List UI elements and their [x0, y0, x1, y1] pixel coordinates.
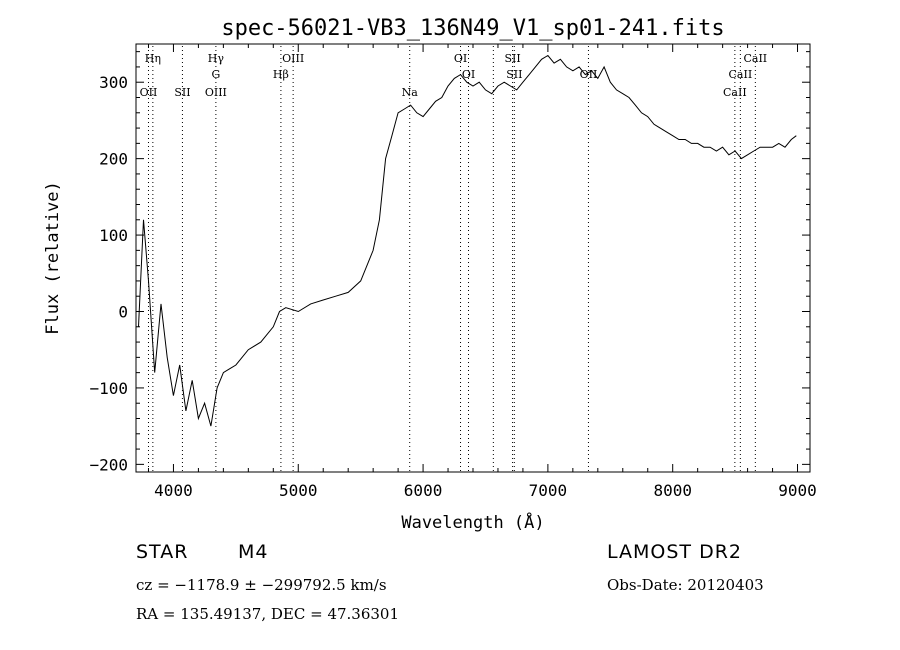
coordinates: RA = 135.49137, DEC = 47.36301: [136, 605, 400, 623]
line-label: OIII: [282, 52, 304, 65]
line-label: CaII: [743, 52, 767, 65]
reference-lines: Hη OII SII Hγ G OIII Hβ OIII Na OI OI SII SII OII CaII…: [140, 46, 767, 472]
line-label: SII: [506, 68, 522, 81]
line-label: CaII: [729, 68, 753, 81]
line-label: Na: [402, 86, 419, 99]
y-tick-label: 100: [99, 226, 128, 245]
plot-frame: [135, 43, 811, 473]
line-label: OI: [462, 68, 475, 81]
x-axis: 4000 5000 6000 7000 8000 9000: [147, 44, 817, 500]
x-tick-label: 9000: [778, 481, 817, 500]
line-label: SII: [174, 86, 190, 99]
y-tick-label: 0: [118, 303, 128, 322]
line-label: G: [211, 68, 220, 81]
x-axis-label: Wavelength (Å): [401, 511, 544, 533]
line-label: OII: [580, 68, 598, 81]
redshift-line: cz = −1178.9 ± −299792.5 km/s: [136, 576, 387, 594]
line-label: Hγ: [208, 52, 225, 65]
line-label: Hη: [145, 52, 161, 65]
object-class: STAR: [136, 541, 189, 563]
survey-name: LAMOST DR2: [607, 541, 742, 563]
line-label: Hβ: [273, 68, 289, 81]
x-tick-label: 8000: [653, 481, 692, 500]
x-tick-label: 7000: [529, 481, 568, 500]
line-label: OII: [140, 86, 158, 99]
object-subclass: M4: [238, 541, 269, 563]
y-tick-label: −200: [89, 455, 128, 474]
y-tick-label: 200: [99, 150, 128, 169]
chart-title: spec-56021-VB3_136N49_V1_sp01-241.fits: [221, 16, 724, 41]
line-label: CaII: [723, 86, 747, 99]
y-axis-label: Flux (relative): [43, 181, 63, 335]
obs-date: Obs-Date: 20120403: [607, 576, 764, 594]
x-tick-label: 6000: [404, 481, 443, 500]
line-label: OIII: [205, 86, 227, 99]
x-tick-label: 4000: [154, 481, 193, 500]
line-label: OI: [454, 52, 467, 65]
spectrum-line: [138, 54, 797, 427]
line-label: SII: [504, 52, 520, 65]
y-tick-label: −100: [89, 379, 128, 398]
y-tick-label: 300: [99, 73, 128, 92]
y-axis: −200 −100 0 100 200 300: [89, 51, 810, 474]
x-tick-label: 5000: [279, 481, 318, 500]
